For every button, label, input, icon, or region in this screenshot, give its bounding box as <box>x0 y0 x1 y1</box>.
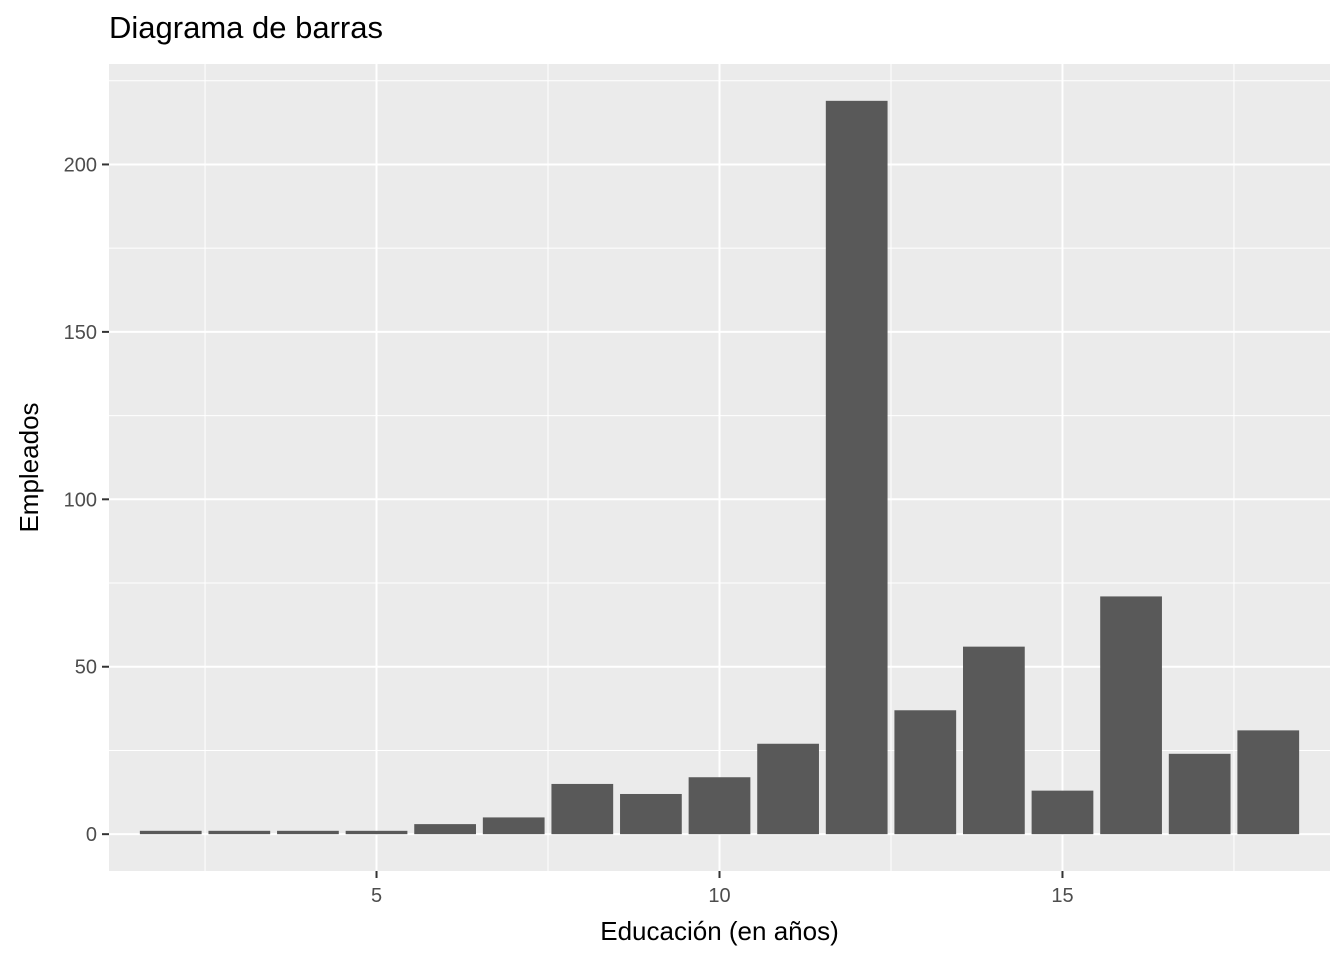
bar <box>1031 790 1094 835</box>
bar <box>757 743 819 835</box>
bar <box>345 830 408 835</box>
bar <box>208 830 271 835</box>
chart-title: Diagrama de barras <box>109 10 383 45</box>
x-tick-label: 15 <box>1051 885 1073 907</box>
bar <box>894 710 957 835</box>
bar <box>414 824 476 835</box>
x-axis-ticks: 5 10 15 <box>371 871 1074 907</box>
bar <box>688 777 751 835</box>
x-tick-label: 5 <box>371 885 382 907</box>
y-tick-label: 50 <box>75 657 97 679</box>
y-tick-label: 150 <box>64 322 97 344</box>
y-axis-title: Empleados <box>14 402 44 532</box>
bar <box>482 817 545 835</box>
y-tick-label: 200 <box>64 154 97 176</box>
bar <box>620 793 682 835</box>
bar <box>139 830 202 835</box>
bar <box>825 100 888 835</box>
bar <box>963 646 1025 835</box>
bar <box>1237 730 1300 835</box>
bar <box>277 830 339 835</box>
y-tick-label: 0 <box>86 824 97 846</box>
y-axis-ticks: 0 50 100 150 200 <box>64 154 109 846</box>
y-tick-label: 100 <box>64 489 97 511</box>
bar <box>1100 596 1162 835</box>
bar <box>1168 753 1231 835</box>
bar <box>551 783 614 835</box>
x-axis-title: Educación (en años) <box>600 916 838 946</box>
x-tick-label: 10 <box>708 885 730 907</box>
bars <box>139 100 1300 835</box>
